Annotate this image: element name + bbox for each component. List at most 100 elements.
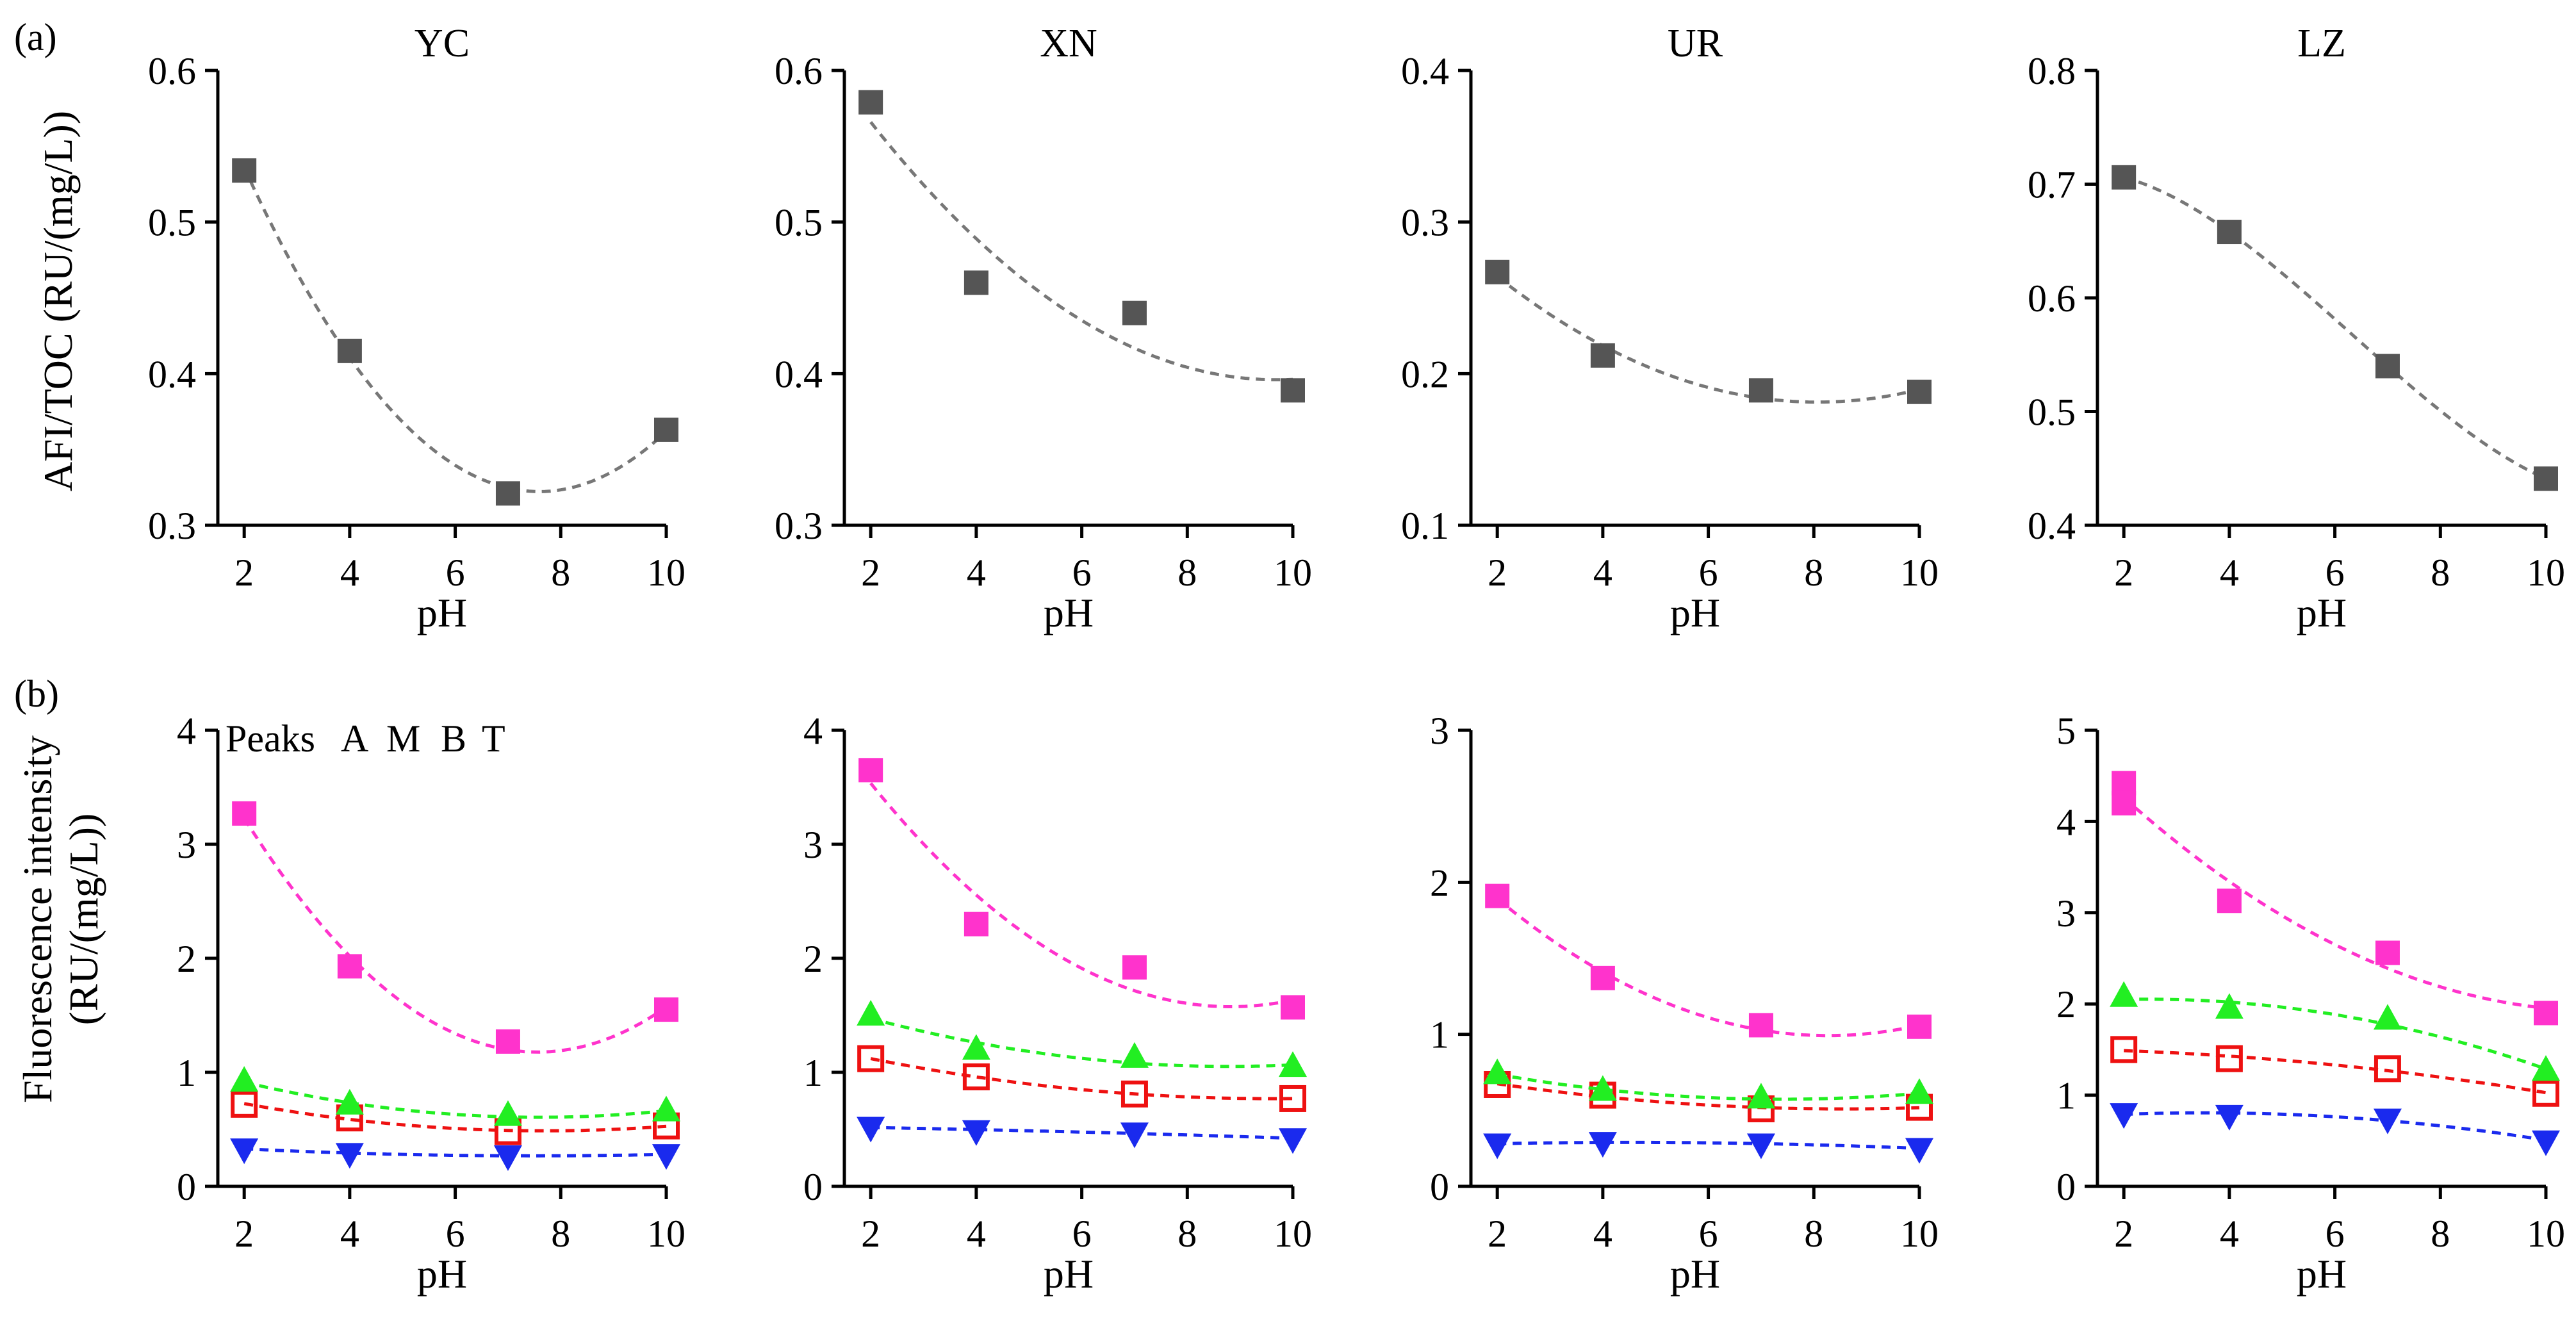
data-point-series bbox=[858, 90, 883, 115]
data-point-t bbox=[1483, 1058, 1512, 1085]
x-axis-label: pH bbox=[1670, 590, 1720, 635]
panel-1-2: 0 1 2 3 2 4 6 8 10 pH bbox=[1430, 710, 1939, 1297]
data-point-b bbox=[652, 1144, 680, 1170]
data-point-series bbox=[1590, 343, 1615, 368]
data-point-b bbox=[230, 1138, 259, 1165]
x-axis-label: pH bbox=[1670, 1251, 1720, 1297]
legend-item-b: B bbox=[441, 717, 466, 760]
y-tick-label: 2 bbox=[803, 938, 823, 980]
y-tick-label: 0 bbox=[1430, 1166, 1449, 1208]
y-tick-label: 4 bbox=[177, 710, 196, 752]
data-point-b bbox=[1746, 1133, 1775, 1159]
y-axis-label-bottom-line2: (RU/(mg/L)) bbox=[61, 814, 106, 1026]
data-point-a bbox=[2112, 790, 2137, 815]
y-tick-label: 0.4 bbox=[2028, 505, 2076, 547]
data-point-m bbox=[2374, 1055, 2401, 1083]
x-axis-label: pH bbox=[1044, 1251, 1094, 1297]
x-tick-label: 10 bbox=[1900, 552, 1939, 594]
y-tick-label: 4 bbox=[803, 710, 823, 752]
y-tick-label: 0.3 bbox=[775, 505, 823, 547]
y-tick-label: 0 bbox=[177, 1166, 196, 1208]
data-point-a bbox=[1590, 965, 1615, 990]
x-tick-label: 4 bbox=[1593, 552, 1612, 594]
data-point-t bbox=[2532, 1055, 2560, 1081]
data-point-series bbox=[1281, 378, 1305, 403]
data-point-m bbox=[857, 1045, 885, 1072]
fit-line-series bbox=[2123, 176, 2547, 480]
x-tick-label: 8 bbox=[1177, 1213, 1197, 1255]
fit-line-series bbox=[242, 167, 668, 493]
y-tick-label: 0.7 bbox=[2028, 164, 2076, 206]
data-point-m bbox=[2215, 1045, 2243, 1072]
y-tick-label: 2 bbox=[1430, 862, 1449, 904]
x-tick-label: 6 bbox=[2326, 1213, 2345, 1255]
y-tick-label: 1 bbox=[803, 1052, 823, 1094]
data-point-m bbox=[1120, 1080, 1148, 1108]
x-tick-label: 4 bbox=[2220, 1213, 2239, 1255]
panel-0-1: 0.3 0.4 0.5 0.6 2 4 6 8 10 pH XN bbox=[775, 22, 1312, 635]
data-point-a bbox=[1907, 1014, 1932, 1039]
x-tick-label: 4 bbox=[1593, 1213, 1612, 1255]
x-tick-label: 6 bbox=[446, 1213, 465, 1255]
data-point-series bbox=[1122, 300, 1147, 325]
data-point-b bbox=[2110, 1103, 2138, 1129]
fit-line-series bbox=[1496, 275, 1920, 404]
data-point-t bbox=[857, 1000, 885, 1026]
data-point-m bbox=[962, 1063, 990, 1091]
x-tick-label: 10 bbox=[1274, 1213, 1312, 1255]
panel-title: YC bbox=[414, 22, 470, 65]
data-point-a bbox=[1485, 883, 1510, 908]
fit-line-b bbox=[871, 1125, 1293, 1140]
x-tick-label: 10 bbox=[1900, 1213, 1939, 1255]
data-point-t bbox=[2215, 993, 2244, 1019]
legend-item-a: A bbox=[341, 717, 368, 760]
x-tick-label: 4 bbox=[967, 1213, 986, 1255]
x-axis-label: pH bbox=[2297, 590, 2347, 635]
x-axis-label: pH bbox=[2297, 1251, 2347, 1297]
y-tick-label: 1 bbox=[177, 1052, 196, 1094]
x-tick-label: 4 bbox=[967, 552, 986, 594]
x-tick-label: 10 bbox=[647, 552, 685, 594]
x-tick-label: 2 bbox=[1488, 1213, 1507, 1255]
legend-prefix: Peaks bbox=[226, 717, 315, 760]
y-tick-label: 2 bbox=[177, 938, 196, 980]
y-tick-label: 5 bbox=[2056, 710, 2076, 752]
x-tick-label: 8 bbox=[551, 552, 570, 594]
panel-1-3: 0 1 2 3 4 5 2 4 6 8 10 pH bbox=[2056, 710, 2565, 1297]
fit-line-t bbox=[2124, 997, 2547, 1071]
data-point-b bbox=[1279, 1128, 1307, 1154]
x-tick-label: 10 bbox=[2527, 552, 2565, 594]
data-point-b bbox=[962, 1120, 990, 1146]
row-label-a: (a) bbox=[14, 16, 57, 58]
legend-item-t: T bbox=[482, 717, 505, 760]
data-point-a bbox=[1281, 995, 1305, 1020]
y-tick-label: 3 bbox=[2056, 892, 2076, 935]
x-tick-label: 6 bbox=[2326, 552, 2345, 594]
fit-line-t bbox=[870, 1017, 1293, 1068]
data-point-a bbox=[1748, 1013, 1773, 1038]
y-tick-label: 4 bbox=[2056, 801, 2076, 843]
data-point-a bbox=[2217, 888, 2242, 913]
fit-line-m bbox=[2124, 1049, 2547, 1095]
x-tick-label: 2 bbox=[861, 1213, 880, 1255]
data-point-series bbox=[337, 338, 362, 363]
data-point-series bbox=[2534, 466, 2558, 491]
y-tick-label: 0.4 bbox=[1401, 50, 1449, 92]
x-tick-label: 2 bbox=[1488, 552, 1507, 594]
data-point-t bbox=[962, 1034, 990, 1060]
data-point-a bbox=[337, 954, 362, 979]
y-tick-label: 0.6 bbox=[2028, 277, 2076, 320]
x-tick-label: 10 bbox=[2527, 1213, 2565, 1255]
fit-line-b bbox=[244, 1147, 667, 1158]
data-point-b bbox=[2215, 1104, 2244, 1131]
data-point-series bbox=[1907, 379, 1932, 404]
x-tick-label: 8 bbox=[1804, 1213, 1823, 1255]
x-tick-label: 4 bbox=[340, 1213, 359, 1255]
data-point-series bbox=[1485, 259, 1510, 284]
fit-line-a bbox=[869, 782, 1293, 1008]
data-point-t bbox=[2373, 1004, 2402, 1030]
x-axis-label: pH bbox=[1044, 590, 1094, 635]
data-point-m bbox=[2110, 1036, 2138, 1063]
